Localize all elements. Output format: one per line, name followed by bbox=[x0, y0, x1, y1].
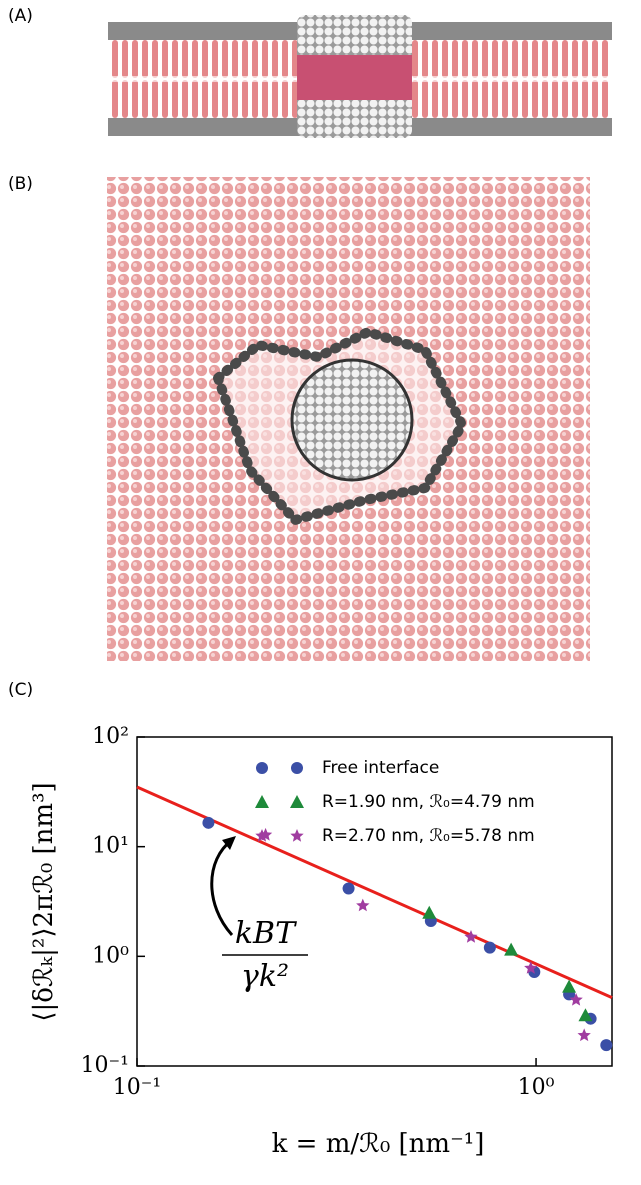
point bbox=[464, 930, 478, 943]
point bbox=[524, 961, 538, 974]
point bbox=[202, 816, 215, 829]
y-tick-label: 10⁻¹ bbox=[81, 1053, 129, 1078]
point bbox=[578, 1008, 593, 1022]
point bbox=[422, 905, 437, 919]
legend-marker bbox=[290, 829, 304, 842]
point bbox=[356, 898, 370, 912]
legend-label: R=2.70 nm, ℛ₀=5.78 nm bbox=[322, 826, 535, 846]
y-tick-label: 10¹ bbox=[92, 834, 129, 859]
legend-marker bbox=[255, 795, 269, 808]
point bbox=[600, 1039, 613, 1052]
annotation: kBT γk² bbox=[210, 836, 308, 994]
membrane-side-view bbox=[108, 15, 612, 138]
legend-marker bbox=[291, 762, 303, 774]
legend-marker bbox=[256, 762, 268, 774]
x-axis-title: k = m/ℛ₀ [nm⁻¹] bbox=[272, 1129, 485, 1159]
membrane-top-view bbox=[107, 177, 590, 661]
plot-frame bbox=[136, 736, 613, 1067]
legend-label: Free interface bbox=[322, 758, 439, 778]
x-tick-label: 10⁻¹ bbox=[113, 1075, 161, 1100]
panel-label: (A) bbox=[8, 6, 33, 26]
x-tick-label: 10⁰ bbox=[518, 1075, 555, 1100]
annotation-numerator: kBT bbox=[235, 916, 297, 951]
point bbox=[577, 1028, 591, 1042]
arrowhead bbox=[222, 836, 236, 850]
y-tick-label: 10² bbox=[92, 724, 129, 749]
panel-label: (B) bbox=[8, 174, 33, 194]
y-tick-label: 10⁰ bbox=[92, 943, 129, 968]
annotation-denominator: γk² bbox=[241, 959, 289, 994]
legend-marker bbox=[255, 829, 269, 842]
fit-line bbox=[136, 785, 613, 1000]
y-axis-title: ⟨|δℛₖ|²⟩2πℛ₀ [nm³] bbox=[29, 782, 59, 1021]
point bbox=[562, 979, 577, 993]
point bbox=[342, 882, 355, 895]
point bbox=[504, 942, 519, 956]
point bbox=[483, 941, 496, 954]
legend-label: R=1.90 nm, ℛ₀=4.79 nm bbox=[322, 792, 535, 812]
point bbox=[569, 993, 583, 1006]
panel-label: (C) bbox=[8, 680, 33, 700]
arrow bbox=[210, 838, 234, 937]
legend-marker bbox=[290, 795, 304, 808]
